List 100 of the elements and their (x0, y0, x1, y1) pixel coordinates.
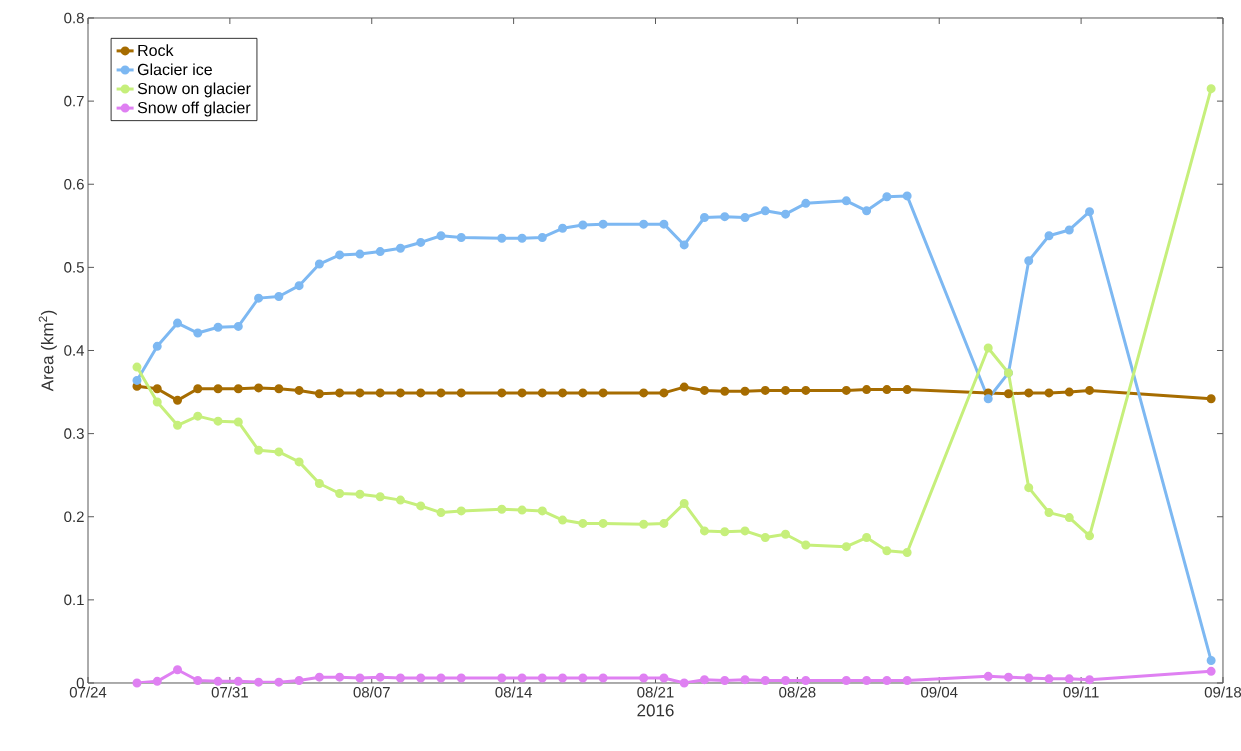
point (983, 671, 993, 681)
point (497, 233, 507, 243)
point (254, 383, 264, 393)
point (213, 676, 223, 686)
point (294, 457, 304, 467)
point (902, 676, 912, 686)
x-axis-title: 2016 (637, 704, 674, 717)
point (395, 388, 405, 398)
point (659, 518, 669, 528)
point (720, 212, 730, 222)
point (314, 672, 324, 682)
point (740, 675, 750, 685)
point (1044, 388, 1054, 398)
legend-label: Snow off glacier (137, 101, 251, 117)
point (537, 232, 547, 242)
x-tick-label: 09/04 (921, 686, 958, 698)
point (801, 198, 811, 208)
point (314, 479, 324, 488)
point (395, 243, 405, 253)
point (902, 547, 912, 557)
point (1206, 394, 1216, 404)
point (416, 673, 426, 683)
point (639, 388, 649, 398)
point (578, 518, 588, 528)
point (193, 328, 203, 338)
point (294, 676, 304, 686)
point (1085, 675, 1095, 685)
point (152, 397, 162, 407)
point (517, 673, 527, 683)
point (983, 394, 993, 404)
point (720, 386, 730, 396)
point (1206, 84, 1216, 94)
point (355, 673, 365, 683)
point (456, 673, 466, 683)
point (375, 492, 385, 502)
point (1064, 674, 1074, 684)
y-axis-title: Area (km$^{2}$) (38, 310, 57, 392)
point (781, 385, 791, 395)
point (639, 673, 649, 683)
point (294, 385, 304, 395)
point (173, 318, 183, 328)
point (355, 249, 365, 259)
point (659, 219, 669, 229)
point (395, 495, 405, 505)
y-tick-label: 0.2 (64, 511, 84, 523)
point (801, 385, 811, 395)
point (152, 384, 162, 394)
point (578, 388, 588, 398)
point (537, 673, 547, 683)
point (760, 206, 770, 216)
point (1024, 388, 1034, 398)
point (882, 676, 892, 686)
y-tick-label: 0.8 (64, 12, 84, 24)
point (355, 489, 365, 499)
x-tick-label: 09/18 (1204, 686, 1241, 698)
point (436, 231, 446, 241)
point (395, 673, 405, 683)
point (497, 388, 507, 398)
point (213, 322, 223, 332)
point (659, 388, 669, 398)
point (720, 676, 730, 686)
point (983, 343, 993, 353)
point (781, 209, 791, 219)
point (699, 213, 709, 222)
point (132, 375, 142, 385)
point (639, 519, 649, 529)
point (1003, 389, 1013, 399)
point (173, 395, 183, 405)
point (375, 388, 385, 398)
point (517, 505, 527, 515)
point (517, 388, 527, 398)
point (274, 677, 284, 687)
point (537, 388, 547, 398)
point (537, 506, 547, 516)
point (193, 411, 203, 421)
point (436, 673, 446, 683)
point (1044, 674, 1054, 684)
point (416, 501, 426, 511)
point (193, 384, 203, 394)
point (841, 542, 851, 552)
point (1024, 256, 1034, 266)
point (1024, 483, 1034, 493)
point (335, 672, 345, 682)
point (1064, 225, 1074, 235)
point (152, 341, 162, 351)
point (132, 678, 142, 688)
point (132, 362, 142, 372)
point (274, 384, 284, 394)
point (335, 388, 345, 398)
point (781, 529, 791, 539)
point (456, 388, 466, 398)
x-tick-label: 07/31 (211, 686, 248, 698)
point (598, 518, 608, 528)
point (862, 533, 872, 543)
point (801, 540, 811, 550)
point (1003, 672, 1013, 682)
point (233, 384, 243, 394)
point (254, 445, 264, 455)
point (679, 678, 689, 688)
point (841, 676, 851, 686)
